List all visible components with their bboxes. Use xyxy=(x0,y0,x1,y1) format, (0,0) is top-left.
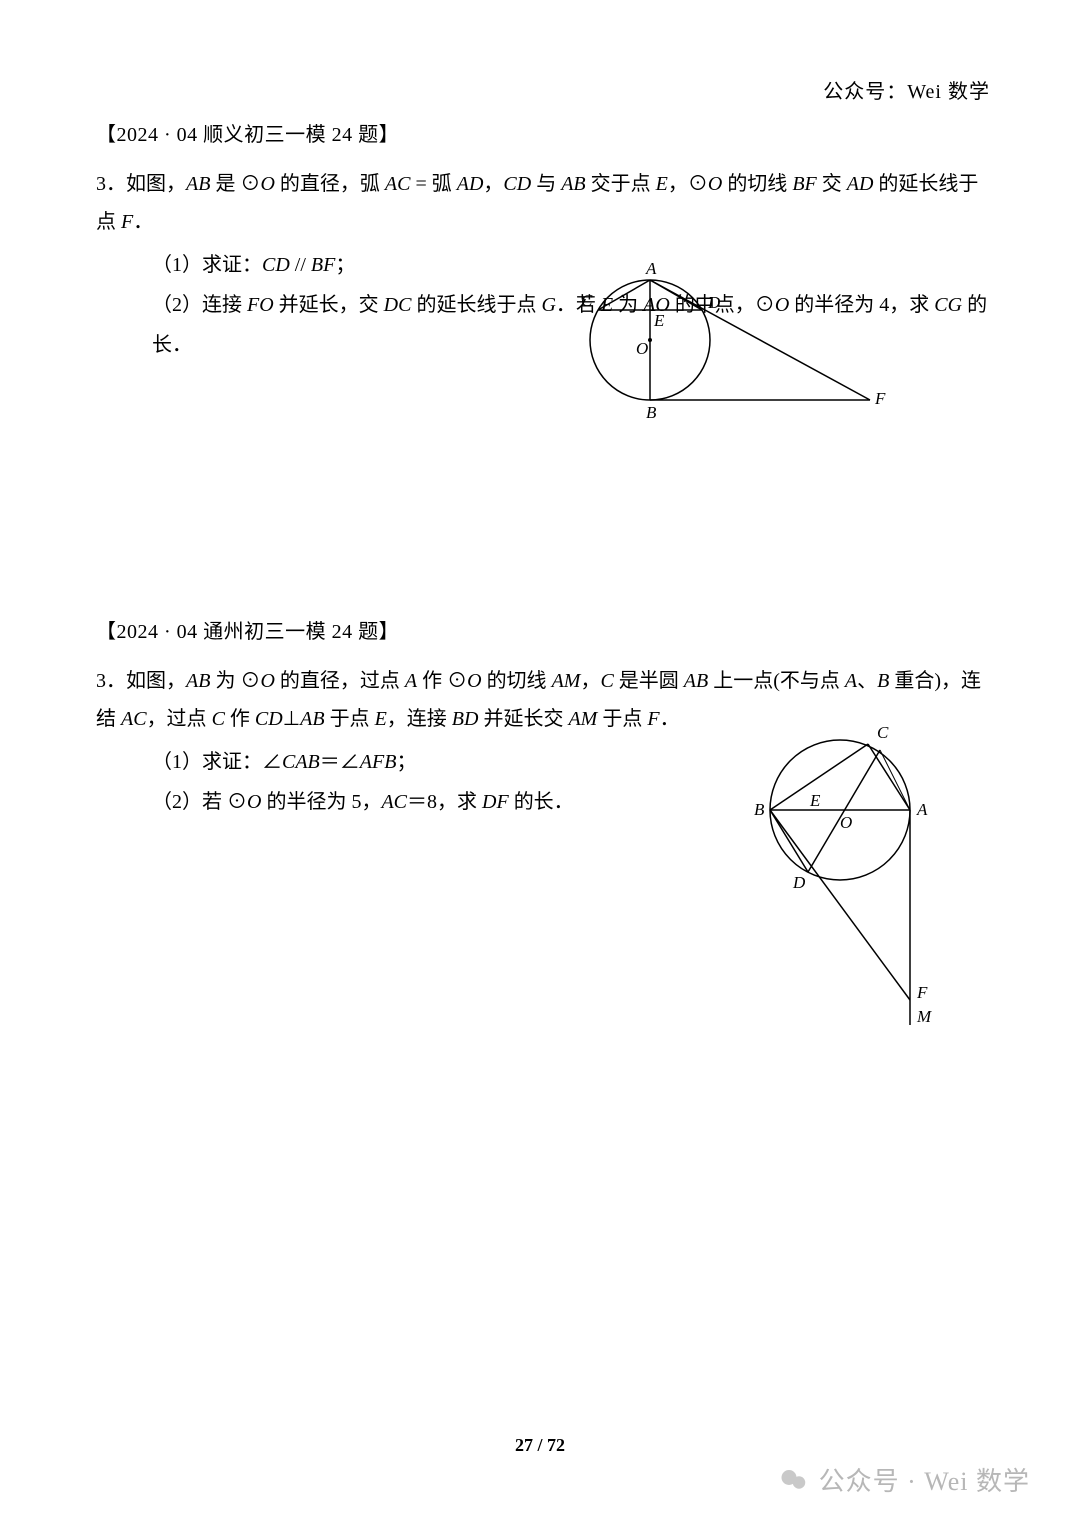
page-content: 【2024 · 04 顺义初三一模 24 题】 3．如图，AB 是 ⊙O 的直径… xyxy=(96,118,990,822)
svg-text:O: O xyxy=(636,339,648,358)
problem1-number: 3． xyxy=(96,165,126,203)
svg-text:E: E xyxy=(809,791,821,810)
svg-text:B: B xyxy=(646,403,657,420)
svg-text:M: M xyxy=(916,1007,932,1026)
wechat-icon xyxy=(779,1465,809,1495)
problem2-number: 3． xyxy=(96,662,126,700)
svg-text:F: F xyxy=(874,389,886,408)
svg-text:D: D xyxy=(792,873,806,892)
svg-text:D: D xyxy=(707,293,721,312)
watermark-text: 公众号 · Wei 数学 xyxy=(819,1461,1030,1498)
watermark: 公众号 · Wei 数学 xyxy=(779,1461,1030,1498)
svg-text:E: E xyxy=(653,311,665,330)
svg-text:F: F xyxy=(916,983,928,1002)
problem1-source: 【2024 · 04 顺义初三一模 24 题】 xyxy=(96,118,990,147)
svg-text:C: C xyxy=(877,723,889,742)
figure-2: C B A E O D F M xyxy=(740,720,940,1040)
svg-text:O: O xyxy=(840,813,852,832)
svg-text:B: B xyxy=(754,800,765,819)
header-note: 公众号：Wei 数学 xyxy=(823,75,990,104)
figure-1: A B C D E O F xyxy=(550,260,930,420)
page-number: 27 / 72 xyxy=(0,1435,1080,1456)
problem2-source: 【2024 · 04 通州初三一模 24 题】 xyxy=(96,615,990,644)
problem1-stem: 3．如图，AB 是 ⊙O 的直径，弧 AC = 弧 AD，CD 与 AB 交于点… xyxy=(96,165,990,241)
problem1-stem-text: 如图，AB 是 ⊙O 的直径，弧 AC = 弧 AD，CD 与 AB 交于点 E… xyxy=(96,173,978,233)
svg-text:C: C xyxy=(581,291,593,310)
svg-text:A: A xyxy=(916,800,928,819)
svg-text:A: A xyxy=(645,260,657,278)
